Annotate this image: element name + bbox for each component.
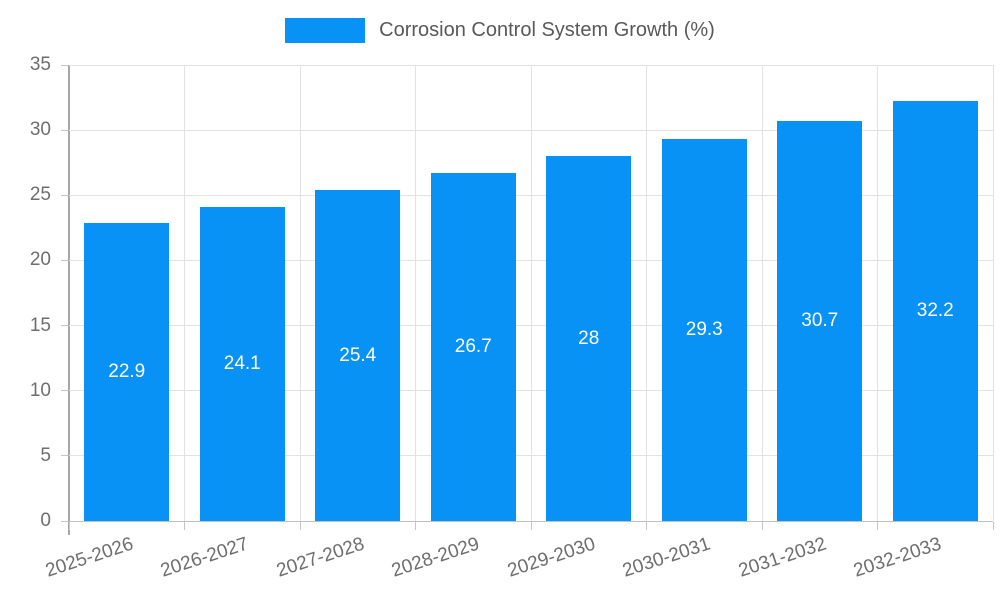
x-gridline	[184, 65, 185, 521]
x-tick-label: 2030-2031	[620, 533, 714, 582]
y-tick-label: 20	[29, 249, 51, 271]
x-gridline	[530, 65, 532, 521]
x-tick-label: 2032-2033	[851, 533, 945, 582]
legend-label: Corrosion Control System Growth (%)	[379, 19, 715, 41]
bar-value-label: 28	[578, 327, 600, 349]
bar	[315, 190, 401, 521]
x-tick-mark	[415, 522, 416, 530]
x-gridline	[877, 65, 878, 521]
plot-area: 0 5 10 15 20 25 30 35 22.9 2025-2026 24.1 2026-2027…	[30, 54, 994, 582]
x-gridline	[761, 65, 763, 521]
x-tick-mark	[184, 522, 185, 530]
y-tick-label: 30	[29, 119, 51, 141]
y-tick-mark	[61, 129, 68, 131]
y-tick-mark	[61, 259, 68, 261]
bar-value-label: 30.7	[801, 310, 839, 331]
bar	[661, 139, 747, 521]
y-tick-label: 15	[29, 314, 51, 336]
x-tick-mark	[992, 522, 994, 530]
legend: Corrosion Control System Growth (%)	[0, 18, 1000, 43]
bar-value-label: 24.1	[223, 353, 261, 374]
legend-swatch	[285, 18, 366, 43]
x-gridline	[992, 65, 994, 521]
bar	[199, 207, 285, 521]
y-tick-mark	[61, 64, 68, 66]
x-gridline	[415, 65, 416, 521]
bar-value-label: 32.2	[916, 300, 954, 322]
x-tick-label: 2029-2030	[504, 533, 598, 582]
bar-value-label: 26.7	[454, 336, 492, 358]
x-tick-label: 2026-2027	[158, 533, 252, 582]
bar	[546, 156, 632, 521]
y-tick-mark	[61, 194, 68, 196]
x-tick-mark	[299, 522, 301, 530]
x-tick-mark	[646, 522, 647, 530]
x-tick-label: 2028-2029	[389, 533, 483, 582]
y-tick-label: 0	[40, 510, 51, 531]
x-tick-label: 2031-2032	[735, 533, 829, 582]
y-tick-label: 5	[40, 444, 51, 466]
y-tick-mark	[61, 455, 68, 457]
y-axis-line	[68, 65, 70, 535]
bar	[777, 121, 863, 521]
x-tick-mark	[877, 522, 878, 530]
bar	[892, 101, 978, 521]
bar	[430, 173, 516, 521]
x-tick-mark	[761, 522, 763, 530]
x-gridline	[646, 65, 647, 521]
bar	[84, 222, 170, 521]
bar-value-label: 29.3	[685, 319, 723, 341]
x-gridline	[299, 65, 301, 521]
x-tick-label: 2025-2026	[42, 533, 136, 582]
y-tick-mark	[61, 520, 68, 522]
bar-value-label: 22.9	[108, 360, 146, 382]
y-tick-mark	[61, 390, 68, 392]
bar-value-label: 25.4	[339, 344, 377, 366]
x-tick-mark	[530, 522, 532, 530]
y-tick-label: 10	[29, 379, 51, 401]
y-tick-mark	[61, 325, 68, 327]
y-tick-label: 25	[29, 184, 51, 206]
x-tick-label: 2027-2028	[273, 533, 367, 582]
x-axis-line	[61, 521, 993, 522]
y-tick-label: 35	[29, 54, 51, 75]
x-tick-mark	[68, 522, 70, 530]
